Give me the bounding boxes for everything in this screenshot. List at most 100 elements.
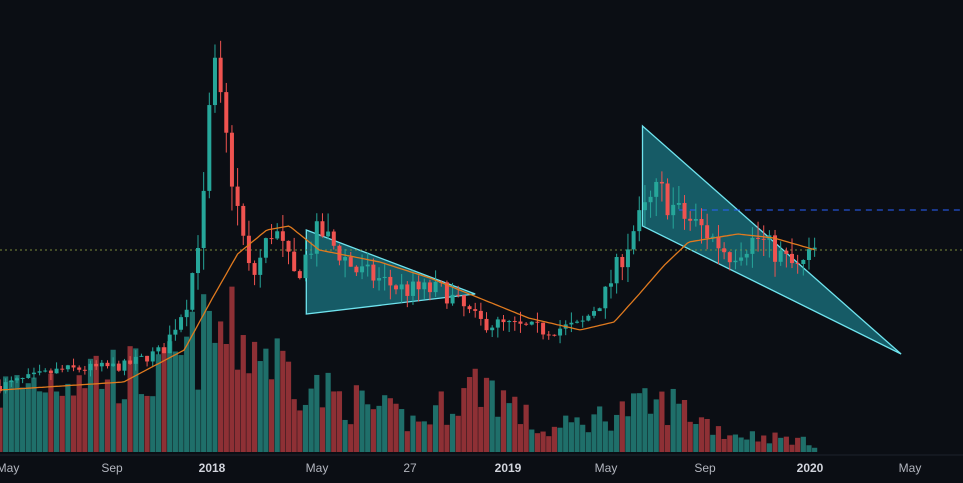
- candle-body: [512, 321, 517, 323]
- volume-bar: [619, 401, 625, 452]
- candle-body: [314, 221, 319, 254]
- volume-bar: [466, 377, 473, 452]
- volume-bar: [144, 395, 150, 452]
- volume-bar: [670, 388, 676, 452]
- volume-bar: [359, 390, 365, 452]
- volume-bar: [557, 427, 563, 452]
- volume-bar: [495, 416, 501, 452]
- candle-body: [399, 284, 404, 290]
- volume-bar: [789, 444, 795, 452]
- candle-body: [727, 252, 732, 263]
- volume-bar: [563, 415, 569, 452]
- candle-body: [597, 308, 602, 312]
- candle-body: [280, 231, 285, 241]
- volume-bar: [42, 392, 48, 452]
- volume-bar: [664, 425, 671, 452]
- candle-body: [665, 183, 670, 216]
- candle-body: [0, 386, 2, 392]
- candle-body: [360, 266, 365, 273]
- candle-body: [750, 237, 755, 254]
- candle-body: [348, 257, 353, 267]
- candle-body: [790, 253, 795, 264]
- candle-body: [394, 285, 399, 290]
- volume-bar: [76, 375, 82, 452]
- volume-bar: [602, 421, 608, 452]
- candle-body: [490, 327, 495, 331]
- volume-bar: [546, 436, 552, 452]
- candle-body: [156, 347, 161, 352]
- volume-bar: [721, 438, 727, 452]
- candle-body: [190, 273, 195, 310]
- x-tick-label: May: [899, 461, 922, 475]
- volume-bar: [800, 436, 806, 452]
- volume-bar: [223, 343, 229, 452]
- volume-bar: [167, 341, 173, 452]
- candle-body: [94, 363, 99, 367]
- volume-bar: [331, 391, 337, 452]
- volume-bar: [53, 391, 60, 452]
- candle-body: [495, 319, 500, 328]
- volume-bar: [676, 403, 682, 452]
- volume-bar: [195, 389, 201, 452]
- candle-body: [179, 317, 184, 330]
- volume-bar: [744, 439, 750, 452]
- volume-bar: [370, 409, 376, 452]
- candle-body: [592, 311, 597, 316]
- candle-body: [478, 310, 483, 319]
- candle-body: [699, 218, 704, 226]
- volume-bar: [37, 391, 43, 452]
- volume-bar: [251, 341, 258, 452]
- volume-bar: [133, 348, 139, 452]
- volume-bar: [500, 390, 507, 452]
- volume-bar: [155, 354, 162, 452]
- candle-body: [671, 204, 676, 216]
- volume-bar: [585, 432, 591, 452]
- volume-bar: [319, 407, 326, 452]
- volume-bar: [82, 388, 88, 452]
- candle-body: [761, 238, 766, 240]
- candle-body: [688, 218, 693, 221]
- candle-body: [212, 57, 217, 106]
- volume-bar: [99, 388, 105, 452]
- volume-bar: [189, 311, 195, 452]
- volume-bar: [302, 404, 309, 452]
- triangle-pattern: [641, 124, 902, 355]
- volume-bar: [70, 395, 77, 452]
- volume-bar: [687, 421, 693, 452]
- candle-body: [461, 295, 466, 307]
- volume-bar: [14, 375, 20, 452]
- volume-bar: [31, 377, 37, 452]
- candle-body: [3, 382, 8, 392]
- candle-body: [631, 231, 636, 250]
- candle-body: [286, 240, 291, 252]
- volume-bar: [636, 393, 642, 452]
- volume-bar: [201, 294, 207, 452]
- volume-bar: [761, 435, 767, 452]
- volume-bar: [812, 447, 818, 452]
- volume-bar: [127, 346, 133, 452]
- volume-bar: [551, 426, 558, 452]
- volume-bar: [172, 351, 178, 452]
- volume-bar: [218, 321, 224, 452]
- volume-bar: [161, 347, 167, 452]
- volume-bar: [416, 421, 422, 452]
- candle-body: [65, 365, 70, 370]
- candle-body: [625, 249, 630, 268]
- candle-body: [31, 372, 36, 375]
- volume-bar: [715, 426, 722, 452]
- volume-bar: [376, 405, 382, 452]
- candle-body: [43, 370, 48, 372]
- volume-bar: [438, 391, 444, 452]
- time-axis: May Sep 2018 May 27 2019 May Sep 2020 May: [0, 461, 921, 475]
- candle-body: [77, 367, 82, 370]
- candle-body: [569, 322, 574, 325]
- candle-body: [744, 253, 749, 258]
- candle-body: [535, 321, 540, 323]
- candle-body: [382, 276, 387, 279]
- horizontal-levels: [0, 209, 963, 251]
- candle-body: [14, 378, 19, 381]
- volume-bar: [625, 416, 631, 452]
- candle-body: [541, 322, 546, 335]
- candle-body: [518, 321, 523, 324]
